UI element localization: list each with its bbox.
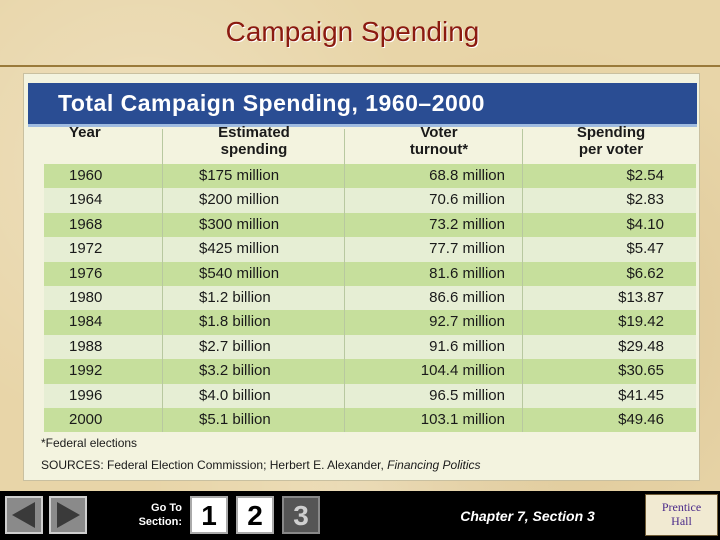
table-row: 1960 $175 million 68.8 million $2.54	[44, 164, 696, 189]
cell-spending: $5.1 billion	[199, 410, 271, 428]
cell-per-voter: $2.83	[626, 191, 664, 209]
triangle-right-icon	[57, 502, 80, 528]
column-divider	[162, 129, 163, 432]
chapter-label: Chapter 7, Section 3	[460, 508, 595, 524]
table-row: 1980 $1.2 billion 86.6 million $13.87	[44, 285, 696, 311]
column-header-line: per voter	[578, 141, 644, 158]
cell-per-voter: $2.54	[626, 167, 664, 184]
cell-turnout: 103.1 million	[420, 410, 505, 428]
cell-year: 1992	[69, 362, 103, 380]
prentice-hall-logo: Prentice Hall	[645, 494, 718, 536]
table-row: 1996 $4.0 billion 96.5 million $41.45	[44, 383, 696, 408]
sources-book-title: Financing Politics	[387, 458, 481, 472]
go-to-section-label: Go To Section:	[126, 501, 182, 529]
table-row: 1992 $3.2 billion 104.4 million $30.65	[44, 359, 696, 384]
column-header-turnout: Voter turnout*	[394, 124, 484, 164]
column-header-line: Voter	[420, 124, 458, 141]
section-2-button[interactable]: 2	[236, 496, 274, 534]
cell-turnout: 104.4 million	[420, 362, 505, 380]
slide-title: Campaign Spending	[225, 16, 480, 47]
cell-per-voter: $30.65	[618, 362, 664, 380]
table-row: 1964 $200 million 70.6 million $2.83	[44, 188, 696, 213]
cell-turnout: 70.6 million	[429, 191, 505, 209]
table-row: 1972 $425 million 77.7 million $5.47	[44, 237, 696, 262]
column-header-line: turnout*	[409, 141, 469, 158]
cell-year: 1960	[69, 167, 103, 184]
footnote: *Federal elections	[41, 436, 138, 450]
cell-turnout: 96.5 million	[429, 386, 505, 404]
cell-turnout: 86.6 million	[429, 288, 505, 306]
cell-year: 1980	[69, 288, 103, 306]
cell-year: 1976	[69, 264, 103, 282]
cell-per-voter: $4.10	[626, 215, 664, 233]
sources-text: SOURCES: Federal Election Commission; He…	[41, 458, 384, 472]
column-header-line: Spending	[576, 124, 646, 141]
logo-line: Prentice	[661, 500, 702, 514]
column-divider	[344, 129, 345, 432]
cell-spending: $300 million	[199, 215, 280, 233]
cell-spending: $3.2 billion	[199, 362, 271, 380]
section-1-button[interactable]: 1	[190, 496, 228, 534]
cell-year: 1996	[69, 386, 103, 404]
column-header-line: Year	[69, 124, 101, 141]
go-to-label-line: Go To	[151, 502, 182, 514]
cell-year: 1972	[69, 240, 103, 258]
table-title-bar: Total Campaign Spending, 1960–2000	[28, 83, 697, 127]
cell-per-voter: $49.46	[618, 410, 664, 428]
cell-turnout: 77.7 million	[429, 240, 505, 258]
next-button[interactable]	[49, 496, 87, 534]
cell-year: 1984	[69, 313, 103, 331]
spending-table: 1960 $175 million 68.8 million $2.54 1964 $20…	[44, 164, 696, 433]
table-panel: Total Campaign Spending, 1960–2000 Year …	[23, 73, 700, 481]
previous-button[interactable]	[5, 496, 43, 534]
column-divider	[522, 129, 523, 432]
table-row: 1984 $1.8 billion 92.7 million $19.42	[44, 310, 696, 335]
title-divider	[0, 65, 720, 67]
column-header-year: Year	[69, 124, 101, 164]
cell-year: 2000	[69, 410, 103, 428]
table-row: 2000 $5.1 billion 103.1 million $49.46	[44, 407, 696, 433]
cell-year: 1988	[69, 337, 103, 355]
cell-spending: $4.0 billion	[199, 386, 271, 404]
cell-per-voter: $13.87	[618, 288, 664, 306]
cell-turnout: 68.8 million	[429, 167, 505, 184]
triangle-left-icon	[12, 502, 35, 528]
navigation-bar: Go To Section: 1 2 3 Chapter 7, Section …	[0, 491, 720, 540]
cell-year: 1968	[69, 215, 103, 233]
cell-spending: $1.8 billion	[199, 313, 271, 331]
column-header-per-voter: Spending per voter	[562, 124, 660, 164]
cell-per-voter: $41.45	[618, 386, 664, 404]
cell-per-voter: $5.47	[626, 240, 664, 258]
cell-spending: $200 million	[199, 191, 280, 209]
cell-per-voter: $6.62	[626, 264, 664, 282]
column-header-spending: Estimated spending	[209, 124, 299, 164]
logo-line: Hall	[671, 514, 692, 528]
go-to-label-line: Section:	[138, 516, 182, 528]
column-header-line: spending	[220, 141, 288, 158]
table-title: Total Campaign Spending, 1960–2000	[58, 90, 485, 116]
cell-year: 1964	[69, 191, 103, 209]
cell-per-voter: $19.42	[618, 313, 664, 331]
column-header-line: Estimated	[218, 124, 290, 141]
cell-turnout: 73.2 million	[429, 215, 505, 233]
cell-spending: $540 million	[199, 264, 280, 282]
cell-spending: $175 million	[199, 167, 280, 184]
cell-turnout: 81.6 million	[429, 264, 505, 282]
cell-turnout: 92.7 million	[429, 313, 505, 331]
table-row: 1968 $300 million 73.2 million $4.10	[44, 212, 696, 238]
cell-spending: $425 million	[199, 240, 280, 258]
table-row: 1976 $540 million 81.6 million $6.62	[44, 261, 696, 286]
table-row: 1988 $2.7 billion 91.6 million $29.48	[44, 334, 696, 360]
cell-per-voter: $29.48	[618, 337, 664, 355]
cell-spending: $2.7 billion	[199, 337, 271, 355]
cell-spending: $1.2 billion	[199, 288, 271, 306]
section-3-button[interactable]: 3	[282, 496, 320, 534]
sources: SOURCES: Federal Election Commission; He…	[41, 458, 481, 472]
cell-turnout: 91.6 million	[429, 337, 505, 355]
